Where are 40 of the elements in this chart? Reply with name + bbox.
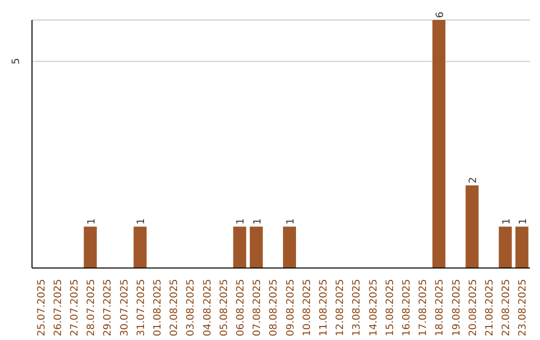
data-label: 6 [434,12,446,18]
x-tick-label: 16.08.2025 [402,279,412,336]
data-label: 1 [286,218,296,225]
x-tick-label: 28.07.2025 [86,279,98,336]
x-tick-label: 17.08.2025 [418,279,430,336]
x-tick-label: 04.08.2025 [202,279,214,336]
x-tick-label: 08.08.2025 [268,279,280,336]
x-tick-label: 23.08.2025 [518,279,529,336]
data-label: 1 [236,218,247,225]
x-tick-label: 09.08.2025 [285,279,296,336]
x-tick-label: 01.08.2025 [152,279,164,336]
data-label: 1 [501,218,512,225]
x-tick-label: 21.08.2025 [484,279,496,336]
x-tick-label: 06.08.2025 [236,279,246,336]
x-tick-label: 22.08.2025 [501,279,512,336]
x-tick-label: 31.07.2025 [136,279,147,336]
x-tick-label: 29.07.2025 [102,279,114,336]
y-tick-label: 5 [11,58,22,64]
x-tick-label: 26.07.2025 [52,279,64,336]
x-tick-label: 19.08.2025 [451,279,462,336]
x-tick-label: 25.07.2025 [36,279,48,336]
x-tick-label: 10.08.2025 [302,279,313,336]
data-label: 1 [252,218,264,225]
x-tick-label: 13.08.2025 [352,279,363,336]
x-tick-label: 18.08.2025 [434,279,446,336]
x-tick-label: 05.08.2025 [218,279,230,336]
x-tick-label: 15.08.2025 [384,279,396,336]
data-label: 2 [468,176,480,184]
x-tick-label: 11.08.2025 [318,279,330,336]
x-tick-label: 30.07.2025 [119,279,130,336]
x-tick-label: 07.08.2025 [252,279,264,336]
x-tick-label: 14.08.2025 [368,279,380,336]
x-tick-label: 12.08.2025 [335,279,346,336]
x-tick-label: 03.08.2025 [186,279,197,336]
data-label: 1 [86,218,98,225]
x-tick-label: 02.08.2025 [169,279,180,336]
data-label: 1 [518,218,529,225]
data-label: 1 [136,218,148,225]
x-tick-label: 27.07.2025 [70,279,80,336]
x-tick-label: 20.08.2025 [468,279,479,336]
